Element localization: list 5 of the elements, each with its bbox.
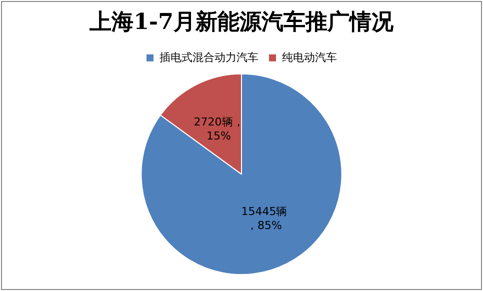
legend-label: 纯电动汽车 bbox=[282, 50, 337, 64]
chart-title: 上海1-7月新能源汽车推广情况 bbox=[88, 8, 394, 35]
data-label: 2720辆，15% bbox=[194, 115, 244, 142]
legend-label: 插电式混合动力汽车 bbox=[160, 50, 258, 64]
data-label: 15445辆，85% bbox=[241, 204, 288, 232]
